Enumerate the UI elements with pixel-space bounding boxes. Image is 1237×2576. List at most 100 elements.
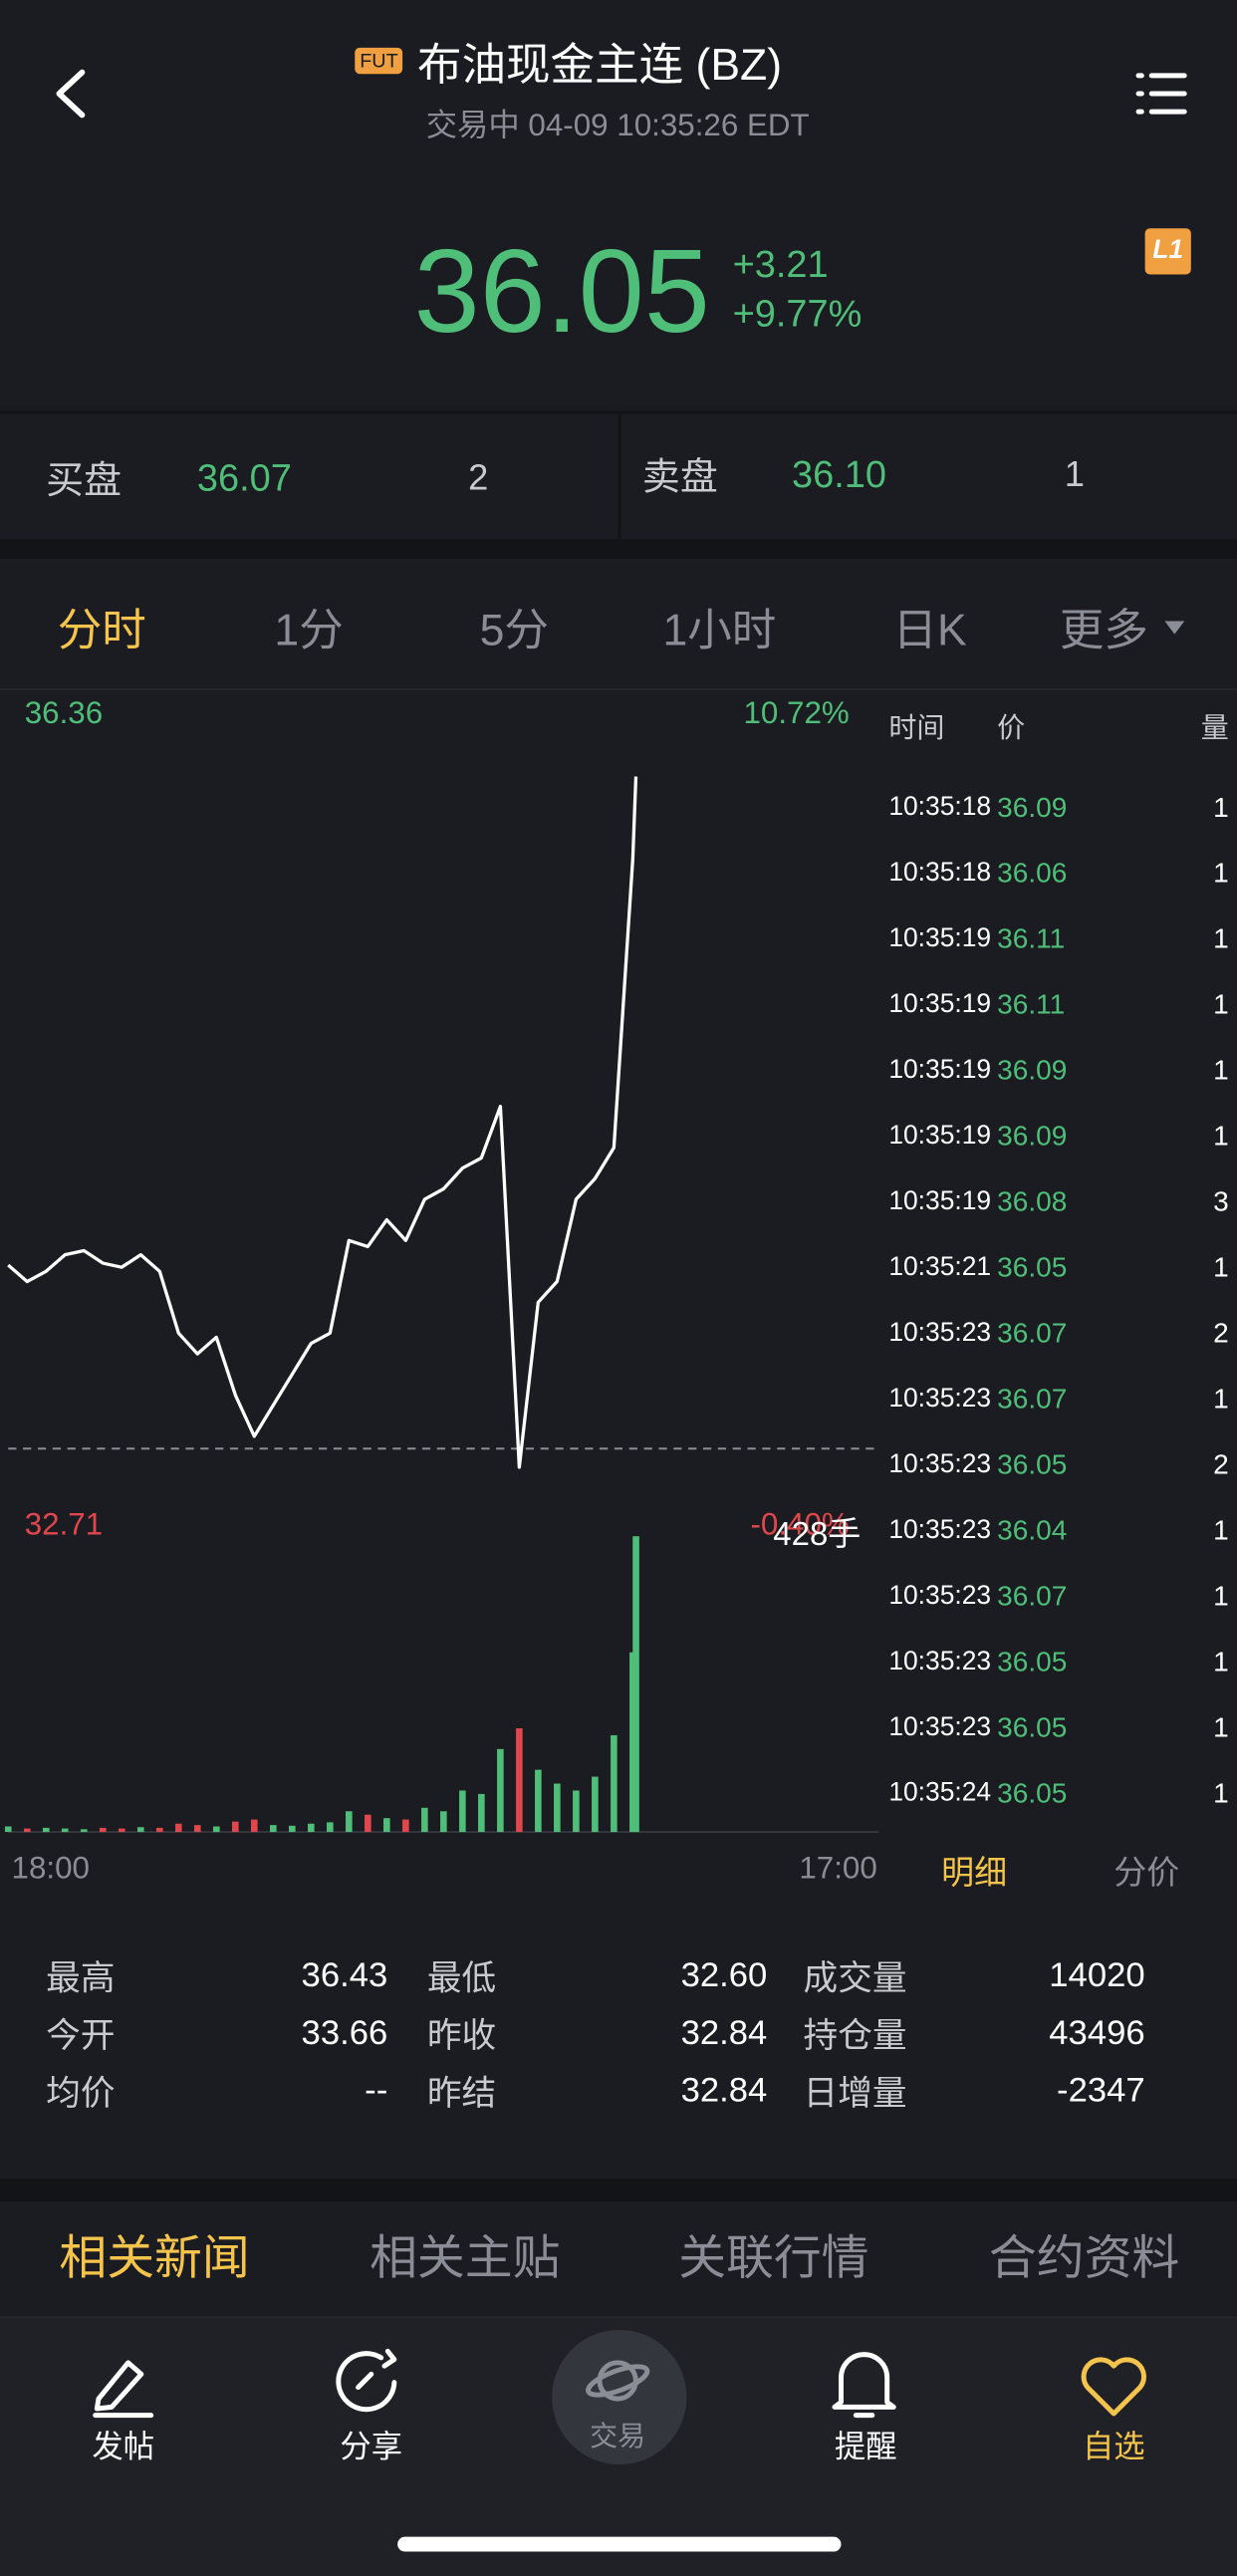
trades-tab[interactable]: 分价 [1113,1855,1180,1893]
trade-quantity: 3 [1213,1185,1229,1218]
ask-quantity: 1 [1064,453,1086,495]
trade-time: 10:35:19 [888,1056,992,1085]
ask-price: 36.10 [792,452,886,496]
volume-bar [4,1826,12,1833]
volume-bar [23,1828,31,1833]
period-tab[interactable]: 5分 [479,605,549,655]
volume-bar [365,1814,371,1833]
change-percent: +9.77% [732,291,863,335]
trade-time: 10:35:19 [888,1187,992,1216]
stat-value: -2347 [1057,2071,1145,2110]
volume-bar [250,1819,258,1833]
stat-label: 均价 [46,2075,116,2114]
stat-label: 昨结 [426,2075,497,2114]
stat-label: 日增量 [803,2075,907,2114]
divider [0,2179,1237,2202]
dropdown-arrow[interactable] [1164,621,1185,635]
trade-price: 36.06 [997,857,1068,890]
volume-bar [212,1826,220,1833]
trade-time: 10:35:23 [888,1516,992,1545]
period-tab[interactable]: 分时 [57,605,146,655]
stat-value: 32.84 [680,2014,768,2053]
volume-bar [155,1827,163,1833]
news-tab[interactable]: 合约资料 [988,2232,1180,2286]
trade-quantity: 1 [1213,922,1229,955]
stat-label: 最低 [426,1959,497,1998]
post-icon [93,2360,154,2419]
trade-price: 36.11 [997,988,1066,1021]
stat-label: 最高 [46,1959,116,1998]
trade-quantity: 1 [1213,1120,1229,1153]
trade-price: 36.11 [997,922,1066,955]
badge: FUT [355,47,403,75]
trade-price: 36.05 [997,1777,1068,1809]
trade-price: 36.05 [997,1251,1068,1284]
volume-bar [118,1828,125,1833]
period-tab[interactable]: 1小时 [662,605,777,655]
period-tab[interactable]: 1分 [274,605,344,655]
stat-value: 33.66 [301,2014,388,2053]
trade-quantity: 1 [1213,1580,1229,1613]
trade-quantity: 1 [1213,1054,1229,1087]
trades-tab[interactable]: 明细 [941,1855,1008,1893]
nav-label[interactable]: 发帖 [92,2431,155,2465]
news-tab[interactable]: 关联行情 [678,2232,869,2286]
volume-bar [516,1728,523,1833]
bid-quantity: 2 [468,456,489,498]
nav-label[interactable]: 提醒 [834,2431,897,2465]
trade-quantity: 1 [1213,857,1229,890]
trade-time: 10:35:19 [888,990,992,1019]
heart-icon [1081,2357,1146,2417]
trade-time: 10:35:18 [888,859,992,888]
volume-bar [42,1827,50,1833]
trade-time: 10:35:19 [888,924,992,953]
volume-bar [346,1811,353,1833]
back-button[interactable] [46,66,95,122]
stat-label: 今开 [46,2017,116,2056]
stat-value: 14020 [1049,1956,1145,1995]
y-tick-label: 36.36 [25,695,103,730]
period-tab[interactable]: 日K [892,605,967,655]
trade-time: 10:35:23 [888,1648,992,1676]
news-tab[interactable]: 相关主贴 [370,2232,561,2286]
nav-label[interactable]: 交易 [590,2421,646,2452]
status: 交易中 04-09 10:35:26 EDT [425,109,810,144]
trade-price: 36.05 [997,1448,1068,1481]
stat-value: -- [365,2071,388,2110]
trade-time: 10:35:23 [888,1450,992,1479]
menu-button[interactable] [1133,69,1189,122]
volume-bar [459,1790,466,1833]
stat-value: 32.60 [680,1956,768,1995]
trade-quantity: 1 [1213,1514,1229,1547]
volume-bar [383,1818,390,1833]
level-badge: L1 [1144,228,1191,275]
volume-bar [270,1825,277,1833]
volume-bar [478,1793,485,1833]
volume-bar [632,1536,639,1833]
trade-time: 10:35:24 [888,1779,992,1808]
share-icon [336,2348,397,2413]
trade-price: 36.07 [997,1317,1068,1350]
volume-bar [80,1829,88,1833]
volume-bar [289,1825,296,1833]
volume-bar [231,1821,239,1833]
stat-label: 持仓量 [803,2017,907,2056]
trade-price: 36.07 [997,1580,1068,1613]
trade-time: 10:35:23 [888,1385,992,1414]
divider [0,2316,1237,2319]
nav-label[interactable]: 自选 [1082,2431,1145,2465]
volume-bar [99,1827,107,1833]
stat-value: 32.84 [680,2071,768,2110]
trade-time: 10:35:23 [888,1713,992,1742]
trade-price: 36.07 [997,1383,1068,1416]
volume-bar [497,1748,504,1833]
volume-bar [554,1783,561,1833]
news-tab[interactable]: 相关新闻 [59,2232,250,2286]
title: 布油现金主连 (BZ) [416,40,783,90]
trade-quantity: 1 [1213,1383,1229,1416]
trade-quantity: 1 [1213,1251,1229,1284]
trade-quantity: 1 [1213,1711,1229,1744]
nav-label[interactable]: 分享 [340,2431,403,2465]
period-tab[interactable]: 更多 [1059,605,1148,655]
